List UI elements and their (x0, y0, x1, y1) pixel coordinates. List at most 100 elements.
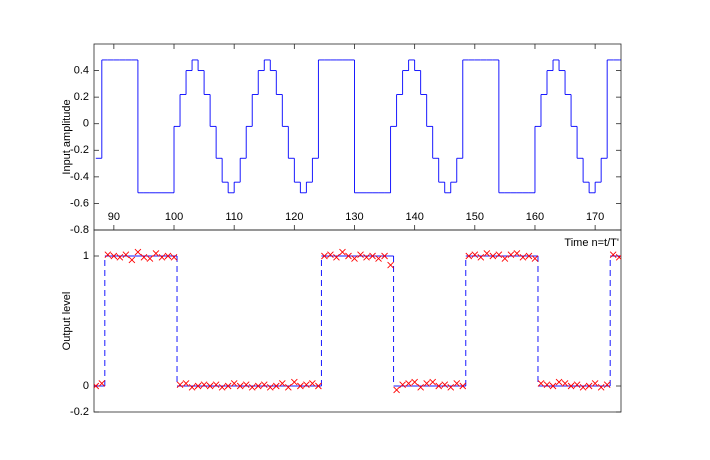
marker (465, 252, 473, 260)
marker (339, 248, 346, 256)
marker (543, 381, 551, 389)
marker (381, 252, 388, 260)
y-tick-label: -0.6 (70, 197, 89, 209)
marker (531, 255, 539, 262)
marker (104, 251, 112, 259)
marker (327, 251, 334, 259)
x-tick-label: 130 (345, 211, 363, 223)
y-tick-label: 0.2 (74, 91, 89, 103)
marker (585, 382, 593, 390)
x-tick-label: 170 (586, 211, 604, 223)
marker (351, 255, 358, 262)
marker (441, 381, 449, 389)
marker (615, 253, 621, 261)
marker (110, 252, 118, 260)
y-tick-label: 0.4 (74, 64, 89, 76)
marker (363, 253, 370, 261)
marker (423, 380, 431, 387)
plot-area (95, 59, 621, 194)
marker (429, 378, 437, 386)
marker (116, 253, 124, 261)
marker (483, 250, 491, 257)
marker (459, 382, 467, 390)
y-axis-label: Input amplitude (61, 99, 73, 174)
marker (224, 382, 232, 390)
marker (597, 383, 605, 391)
marker (309, 380, 316, 387)
marker (134, 248, 142, 256)
marker (555, 378, 563, 386)
marker (477, 253, 485, 261)
marker (94, 382, 100, 390)
marker (537, 380, 545, 387)
marker (417, 383, 424, 391)
x-tick-label: 90 (108, 211, 120, 223)
y-tick-label: 0 (83, 380, 89, 392)
marker (303, 381, 310, 389)
marker (513, 250, 521, 257)
marker (218, 383, 226, 391)
marker (230, 380, 238, 387)
marker (591, 380, 599, 387)
y-tick-label: -0.8 (70, 224, 89, 236)
marker (393, 386, 400, 394)
x-tick-label: 140 (405, 211, 423, 223)
y-tick-label: 0 (83, 118, 89, 130)
marker (453, 380, 461, 387)
marker (170, 253, 178, 261)
marker (254, 382, 262, 390)
marker (321, 252, 328, 260)
marker (579, 383, 587, 391)
x-tick-label: 120 (285, 211, 303, 223)
marker (561, 380, 569, 387)
marker (387, 261, 394, 269)
marker (278, 380, 286, 387)
marker (176, 381, 184, 389)
marker (242, 381, 250, 389)
marker (212, 381, 220, 389)
marker (609, 251, 617, 259)
marker (315, 382, 322, 390)
x-tick-label: 150 (466, 211, 484, 223)
marker (122, 251, 130, 259)
plot-area (94, 248, 621, 394)
marker (357, 251, 364, 259)
marker (291, 378, 298, 386)
marker (411, 378, 418, 386)
marker (333, 253, 340, 261)
marker (206, 382, 214, 390)
y-tick-label: -0.4 (70, 171, 89, 183)
marker (495, 251, 503, 259)
y-tick-label: -0.2 (70, 144, 89, 156)
marker (284, 383, 292, 391)
marker (158, 253, 166, 261)
x-tick-label: 160 (526, 211, 544, 223)
marker (549, 382, 557, 390)
marker (399, 381, 406, 389)
marker (519, 253, 527, 261)
y-tick-label: 1 (83, 250, 89, 262)
marker (188, 383, 196, 391)
marker (152, 250, 160, 257)
marker (194, 382, 202, 390)
marker (567, 382, 575, 390)
marker (573, 381, 581, 389)
marker (140, 253, 148, 261)
marker (345, 252, 352, 260)
marker (507, 251, 515, 259)
annotation: Time n=t/T' (564, 237, 619, 249)
marker (375, 255, 382, 262)
marker (405, 380, 412, 387)
marker (525, 252, 533, 260)
marker (98, 380, 106, 387)
marker (435, 382, 443, 390)
marker (248, 383, 256, 391)
marker (146, 255, 154, 262)
marker (236, 382, 244, 390)
marker (128, 256, 136, 264)
marker (471, 251, 479, 259)
marker (297, 382, 304, 390)
marker (182, 380, 190, 387)
marker (200, 381, 208, 389)
